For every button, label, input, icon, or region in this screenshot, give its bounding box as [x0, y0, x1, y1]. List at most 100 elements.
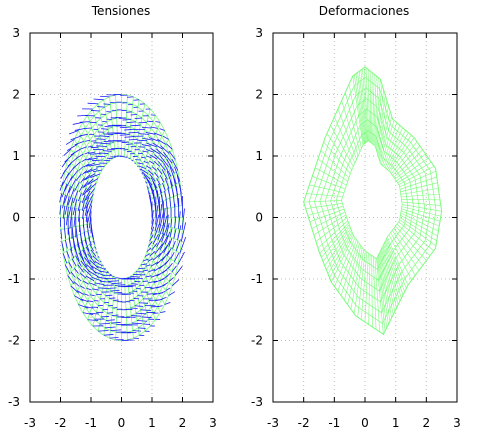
deformed-radial-line [383, 125, 401, 167]
stress-arrow [88, 151, 95, 154]
stress-arrow [154, 214, 160, 232]
stress-arrow [145, 155, 152, 159]
deformed-radial-line [353, 249, 364, 314]
stress-arrow [168, 150, 176, 160]
stress-arrow [83, 190, 91, 203]
stress-arrow [73, 281, 80, 287]
deformed-radial-line [320, 150, 350, 178]
stress-arrow [177, 251, 185, 265]
stress-arrow [64, 228, 67, 239]
stress-arrow [141, 171, 151, 180]
stress-arrow [145, 176, 154, 192]
stress-arrow [76, 153, 84, 159]
stress-arrow [142, 137, 154, 141]
stress-arrow [168, 262, 173, 269]
stress-arrow [93, 169, 103, 173]
deformed-radial-line [402, 204, 442, 212]
stress-arrow [77, 114, 88, 117]
stress-arrow [152, 234, 159, 245]
deformed-radial-line [307, 205, 344, 216]
x-tick-label: -3 [24, 416, 36, 430]
stress-arrow [80, 298, 89, 303]
stress-arrow [176, 175, 182, 194]
stress-arrow [108, 280, 120, 282]
tensiones-panel: Tensiones -3 -2 -1 0 1 2 3 -3 -2 -1 0 1 2 3 [8, 4, 217, 430]
stress-arrow [65, 139, 75, 145]
deformed-radial-line [389, 137, 415, 173]
stress-arrow [145, 275, 152, 278]
stress-arrow [157, 183, 163, 194]
deformed-radial-line [371, 255, 373, 327]
stress-arrow [91, 276, 102, 282]
stress-arrow [151, 242, 158, 251]
stress-arrow [104, 126, 113, 128]
stress-arrow [119, 134, 130, 136]
deformed-radial-line [399, 176, 437, 190]
deformed-radial-line [391, 141, 418, 174]
stress-arrow [96, 165, 105, 168]
stress-arrow [159, 235, 169, 251]
stress-arrow [126, 121, 136, 123]
stress-arrow [161, 168, 168, 180]
stress-arrow [119, 126, 131, 129]
stress-arrow [68, 197, 74, 218]
stress-arrow [76, 276, 82, 282]
mesh-spoke [142, 130, 165, 175]
stress-arrow [104, 326, 116, 329]
deformed-radial-line [395, 225, 427, 261]
stress-arrow [124, 128, 135, 131]
stress-arrow [169, 180, 175, 197]
stress-arrow [145, 264, 151, 267]
stress-arrow [81, 202, 85, 212]
stress-arrow [99, 322, 110, 325]
y-tick-label: 2 [12, 88, 20, 102]
deformed-radial-line [392, 145, 421, 176]
deformed-radial-line [381, 248, 396, 312]
stress-arrow [89, 243, 94, 252]
stress-arrow [85, 306, 94, 309]
stress-arrow [160, 311, 166, 313]
y-tick-label: 1 [255, 149, 263, 163]
deformed-radial-line [400, 215, 438, 237]
stress-arrow [77, 200, 81, 212]
deformed-radial-line [397, 161, 432, 184]
stress-arrow [72, 190, 79, 204]
stress-arrow [62, 206, 65, 219]
stress-arrow [75, 255, 82, 267]
stress-arrow [75, 173, 82, 181]
deformed-radial-line [303, 200, 342, 203]
deformed-radial-line [386, 238, 407, 289]
deformed-radial-line [401, 208, 441, 222]
deformed-radial-line [330, 125, 354, 167]
stress-arrow [143, 174, 153, 186]
stress-arrow [137, 162, 144, 165]
deformed-radial-line [378, 105, 389, 159]
stress-arrow [84, 257, 94, 270]
stress-arrow [162, 208, 166, 226]
stress-arrow [94, 271, 105, 277]
deformed-radial-line [396, 157, 429, 182]
deformed-radial-line [367, 69, 371, 142]
stress-arrow [92, 288, 100, 291]
stress-arrow [72, 199, 78, 216]
deformed-radial-line [387, 236, 409, 286]
stress-arrow [87, 319, 99, 321]
stress-arrow [85, 210, 88, 222]
stress-arrow [164, 231, 171, 245]
stress-arrow [70, 271, 76, 278]
stress-arrow [105, 319, 115, 321]
stress-arrow [130, 275, 140, 278]
x-tick-label: -2 [55, 416, 67, 430]
deformed-radial-line [337, 108, 357, 160]
stress-arrow [174, 166, 181, 182]
stress-arrow [89, 294, 95, 297]
stress-arrow [171, 158, 179, 171]
stress-arrow [84, 239, 90, 252]
deformed-radial-line [368, 254, 371, 325]
stress-arrow [82, 181, 89, 189]
deformed-radial-line [319, 222, 349, 254]
stress-arrow [178, 211, 181, 229]
deformed-radial-line [372, 256, 377, 330]
stress-arrow [102, 150, 112, 152]
